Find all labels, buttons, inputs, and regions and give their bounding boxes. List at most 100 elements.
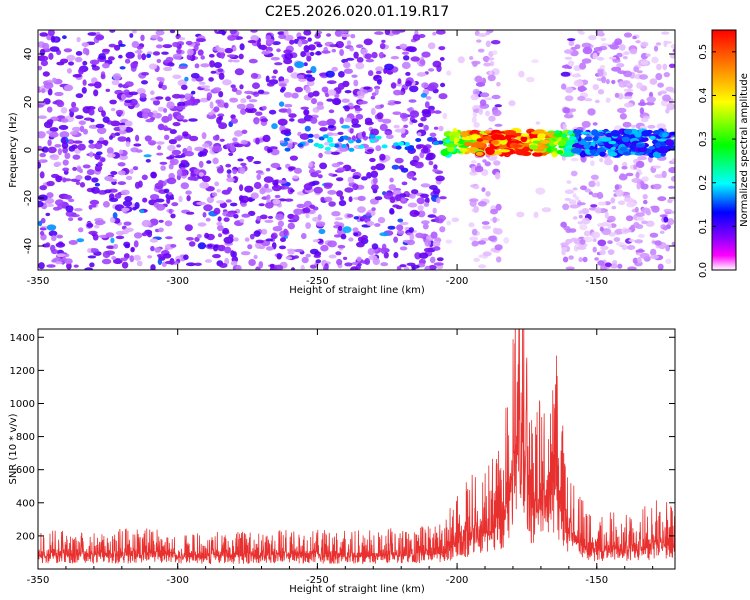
heatmap-cell [308,44,316,51]
y-tick-label: 400 [16,498,35,509]
heatmap-cell [283,228,288,236]
heatmap-band-cell [449,134,455,142]
x-tick-label: -250 [306,276,329,287]
heatmap-band-cell [608,140,617,145]
heatmap-cell [209,60,215,68]
heatmap-cell [97,127,107,135]
heatmap-cell [343,256,348,260]
heatmap-cell [629,48,638,55]
heatmap-cell [228,59,233,63]
heatmap-cell [353,216,359,220]
heatmap-cell [48,131,59,138]
heatmap-cell [223,102,229,109]
heatmap-cell [229,30,237,35]
heatmap-cell [193,168,201,175]
heatmap-cell [383,252,389,259]
heatmap-cell [581,217,591,225]
heatmap-cell [647,124,656,129]
heatmap-cell [344,90,352,94]
heatmap-cell [484,161,491,167]
heatmap-cell [200,63,211,68]
heatmap-cell [640,60,649,65]
heatmap-cell [652,183,662,190]
heatmap-band-cell [283,137,290,142]
heatmap-cell [287,143,293,149]
heatmap-cell [162,44,173,49]
heatmap-cell [283,49,292,54]
heatmap-cell [239,218,245,223]
heatmap-cell [218,91,224,98]
heatmap-cell [564,95,574,102]
heatmap-cell [286,248,296,252]
heatmap-cell [366,148,375,153]
heatmap-cell [280,237,286,243]
heatmap-cell [492,50,498,55]
heatmap-cell [182,119,188,123]
heatmap-cell [570,170,578,177]
heatmap-cell [384,130,393,136]
heatmap-cell [560,221,567,228]
heatmap-cell [636,182,641,190]
heatmap-band-cell [556,150,564,155]
heatmap-cell [168,139,177,145]
heatmap-cell [361,235,368,240]
heatmap-cell [230,114,236,120]
heatmap-cell [630,224,635,230]
heatmap-cell [382,118,392,124]
heatmap-cell [353,232,359,237]
heatmap-band-cell [537,132,544,139]
heatmap-band-cell [341,144,347,148]
heatmap-cell [483,62,492,67]
heatmap-cell [45,242,51,248]
heatmap-cell [306,76,316,82]
heatmap-cell [378,51,385,59]
heatmap-cell [141,80,148,85]
heatmap-cell [592,84,599,91]
heatmap-cell [105,250,115,256]
heatmap-cell [422,146,429,154]
heatmap-cell [141,174,148,181]
heatmap-cell [250,72,259,79]
heatmap-cell [250,192,259,199]
heatmap-cell [48,52,54,60]
heatmap-band-cell [497,134,505,139]
heatmap-cell [102,201,110,208]
heatmap-cell [564,49,573,54]
heatmap-cell [197,222,207,227]
heatmap-cell [228,152,234,156]
heatmap-cell [271,123,278,130]
heatmap-cell [67,139,75,145]
heatmap-cell [312,239,320,243]
heatmap-cell [168,209,173,214]
heatmap-cell [340,233,347,240]
heatmap-cell [421,82,429,89]
heatmap-cell [371,51,378,59]
heatmap-cell [230,260,238,266]
heatmap-cell [569,108,577,112]
heatmap-cell [473,185,480,190]
heatmap-cell [46,192,54,199]
heatmap-cell [284,198,294,202]
heatmap-cell [618,44,626,51]
heatmap-cell [582,256,588,263]
heatmap-cell [604,158,613,166]
heatmap-band-cell [472,141,485,148]
heatmap-cell [301,256,309,264]
heatmap-cell [607,44,618,48]
heatmap-cell [349,128,354,134]
heatmap-cell [98,137,105,142]
heatmap-cell [649,78,658,85]
colorbar-tick-label: 0.3 [698,131,709,147]
heatmap-cell [490,40,501,45]
heatmap-cell [399,246,408,251]
heatmap-cell [623,102,634,108]
heatmap-cell [54,144,62,148]
heatmap-cell [87,248,92,253]
heatmap-cell [389,207,395,214]
heatmap-cell [302,207,311,214]
heatmap-cell [363,38,373,46]
heatmap-cell [208,53,215,58]
y-tick-label: -40 [23,238,34,254]
heatmap-cell [64,152,71,159]
heatmap-cell [563,107,571,114]
